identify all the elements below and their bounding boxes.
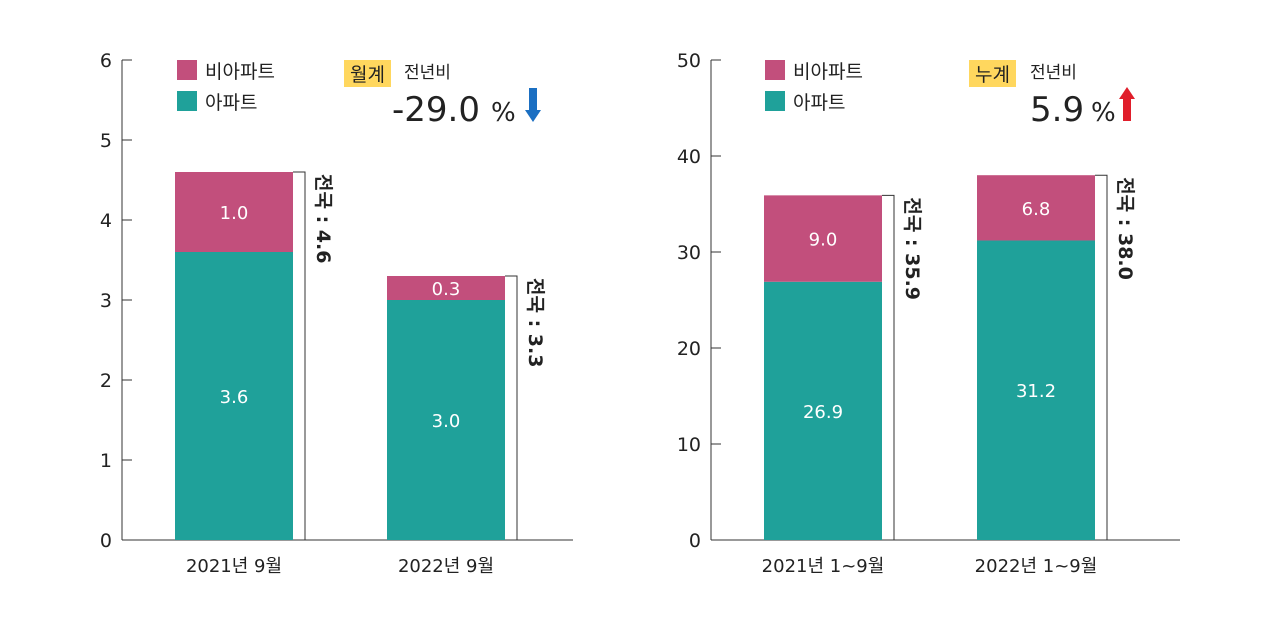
total-label: 전국 : 3.3 <box>524 278 546 367</box>
legend-label: 아파트 <box>793 92 845 114</box>
bar-apartment <box>977 240 1095 541</box>
total-label: 전국 : 4.6 <box>312 174 334 263</box>
period-badge: 월계 <box>350 64 385 86</box>
data-label-non-apartment: 1.0 <box>220 203 249 224</box>
y-tick-label: 4 <box>100 210 112 232</box>
legend-swatch <box>177 60 197 80</box>
y-tick-label: 2 <box>100 370 112 392</box>
right-chart-cumulative: 0 10 20 30 40 50 26.9 9.0 전국 : 35.9 2021년 1~9월 31.… <box>677 50 1180 577</box>
total-bracket <box>1095 174 1108 541</box>
arrow-down-icon <box>525 88 541 122</box>
period-badge-bg <box>344 60 391 87</box>
data-label-non-apartment: 6.8 <box>1022 199 1051 220</box>
compare-label: 전년비 <box>1030 63 1077 83</box>
change-value: 5.9 <box>1030 90 1084 130</box>
bar-non-apartment <box>764 195 882 282</box>
data-label-apartment: 3.6 <box>220 387 249 408</box>
bar-non-apartment <box>175 172 293 252</box>
total-label: 전국 : 35.9 <box>901 197 923 300</box>
data-label-non-apartment: 9.0 <box>809 230 838 251</box>
data-label-apartment: 3.0 <box>432 411 461 432</box>
legend-swatch <box>765 60 785 80</box>
compare-label: 전년비 <box>404 63 451 83</box>
legend-swatch <box>765 91 785 111</box>
bar-apartment <box>387 300 505 540</box>
y-tick-label: 20 <box>677 338 701 360</box>
bar-apartment <box>175 252 293 540</box>
y-tick-label: 10 <box>677 434 701 456</box>
legend-label: 비아파트 <box>793 61 863 83</box>
y-tick-label: 30 <box>677 242 701 264</box>
legend-label: 비아파트 <box>205 61 275 83</box>
y-tick-label: 0 <box>689 530 701 552</box>
y-tick-label: 1 <box>100 450 112 472</box>
legend-swatch <box>177 91 197 111</box>
total-bracket <box>293 171 306 541</box>
y-tick-label: 0 <box>100 530 112 552</box>
x-category-label: 2022년 1~9월 <box>975 556 1098 577</box>
change-unit: % <box>1091 98 1116 128</box>
arrow-up-icon <box>1119 87 1135 121</box>
bar-non-apartment <box>977 175 1095 241</box>
change-unit: % <box>491 98 516 128</box>
total-label: 전국 : 38.0 <box>1114 177 1136 280</box>
x-category-label: 2021년 9월 <box>186 556 282 577</box>
y-tick-label: 40 <box>677 146 701 168</box>
data-label-apartment: 31.2 <box>1016 381 1056 402</box>
total-bracket <box>882 194 895 541</box>
y-tick-label: 3 <box>100 290 112 312</box>
period-badge: 누계 <box>975 64 1010 86</box>
y-tick-label: 50 <box>677 50 701 72</box>
x-category-label: 2022년 9월 <box>398 556 494 577</box>
legend-label: 아파트 <box>205 92 257 114</box>
change-value: -29.0 <box>392 90 480 130</box>
left-chart-monthly: 0 1 2 3 4 5 6 3.6 1.0 전국 : 4.6 2021년 9월 3.0 0.3 전국 : … <box>100 50 573 577</box>
y-tick-label: 5 <box>100 130 112 152</box>
bar-non-apartment <box>387 276 505 300</box>
data-label-non-apartment: 0.3 <box>432 279 461 300</box>
bar-apartment <box>764 281 882 540</box>
period-badge-bg <box>969 60 1016 87</box>
data-label-apartment: 26.9 <box>803 402 843 423</box>
y-tick-label: 6 <box>100 50 112 72</box>
total-bracket <box>505 275 518 541</box>
x-category-label: 2021년 1~9월 <box>762 556 885 577</box>
